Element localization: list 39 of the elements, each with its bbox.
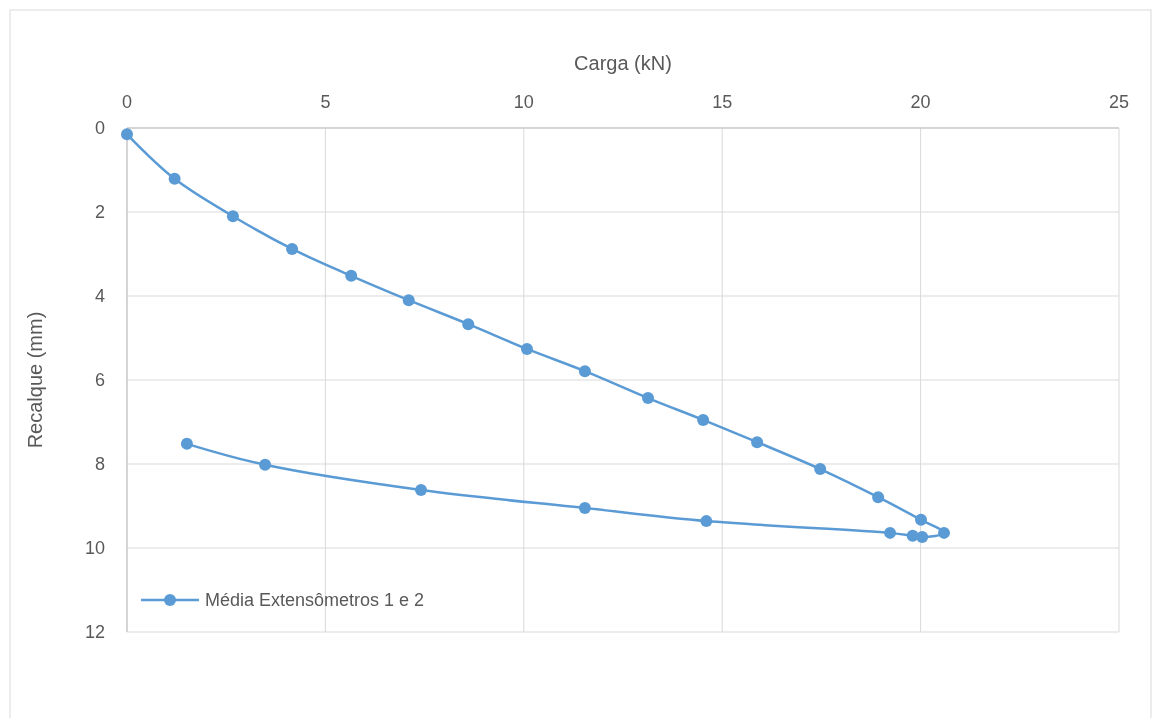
y-tick-label: 12: [84, 622, 105, 642]
point: [345, 269, 358, 282]
x-tick-label: 15: [712, 92, 733, 112]
point: [884, 526, 897, 539]
y-tick-label: 0: [94, 118, 105, 138]
point: [751, 436, 764, 449]
point: [814, 463, 827, 476]
point: [906, 529, 919, 542]
point: [402, 294, 415, 307]
x-tick-label: 0: [121, 92, 133, 112]
point: [578, 365, 591, 378]
point: [578, 502, 591, 515]
point: [520, 342, 533, 355]
y-axis-title: Recalque (mm): [24, 311, 46, 449]
point: [642, 392, 654, 405]
x-tick-label: 25: [1108, 92, 1130, 112]
y-tick-label: 4: [94, 286, 105, 306]
point: [872, 491, 885, 504]
point: [180, 437, 193, 450]
y-tick-label: 10: [84, 538, 105, 558]
point: [286, 242, 299, 255]
legend-label: Média Extensômetros 1 e 2: [205, 590, 425, 610]
point: [697, 413, 710, 426]
x-tick-label: 5: [320, 92, 331, 112]
y-tick-label: 8: [94, 454, 105, 474]
point: [700, 515, 713, 528]
point: [168, 172, 181, 185]
y-tick-label: 2: [94, 202, 105, 222]
point: [121, 128, 133, 141]
point: [938, 526, 951, 539]
x-tick-label: 20: [910, 92, 931, 112]
point: [915, 513, 927, 526]
x-tick-label: 10: [513, 92, 534, 112]
x-axis-title: Carga (kN): [574, 52, 672, 74]
point: [462, 318, 475, 331]
point: [415, 484, 428, 497]
point: [226, 210, 239, 223]
point: [259, 458, 272, 471]
y-tick-label: 6: [94, 370, 105, 390]
